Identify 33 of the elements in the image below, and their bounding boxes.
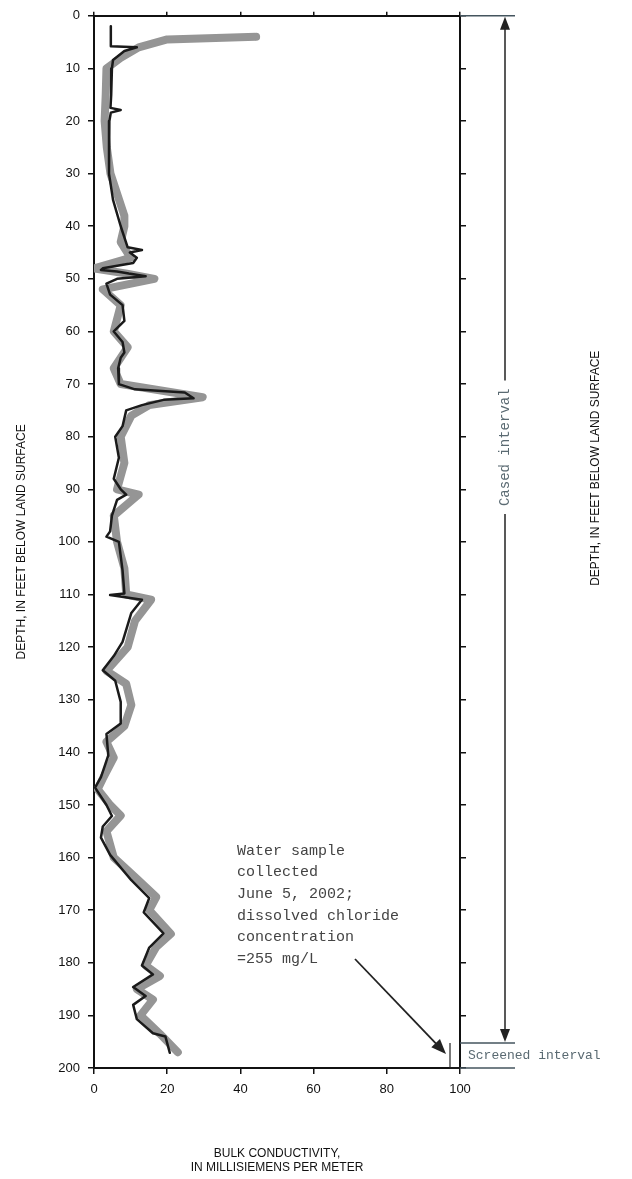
y-tick-label: 40 [65, 217, 80, 233]
x-axis-title: BULK CONDUCTIVITY, IN MILLISIEMENS PER METER [190, 1145, 364, 1175]
y-tick-label: 150 [58, 796, 80, 812]
y-tick-label: 60 [65, 323, 80, 339]
y-tick-label: 80 [65, 428, 80, 444]
y-tick-label: 120 [58, 638, 80, 654]
y-tick-label: 50 [65, 270, 80, 286]
x-tick-label: 100 [449, 1081, 471, 1097]
y-tick-label: 30 [65, 165, 80, 181]
y-tick-label: 110 [59, 586, 80, 602]
y-tick-label: 100 [58, 533, 80, 549]
x-tick-label: 80 [379, 1081, 395, 1097]
y-tick-label: 70 [65, 375, 80, 391]
text: Screened interval [468, 1047, 601, 1063]
x-tick-label: 40 [233, 1081, 248, 1097]
x-tick-label: 0 [90, 1081, 98, 1097]
text: DEPTH, IN FEET BELOW LAND SURFACE [588, 350, 603, 586]
y-tick-label: 130 [58, 691, 80, 707]
y-tick-label: 180 [58, 954, 80, 970]
y-tick-label: 0 [72, 7, 80, 23]
y-axis-title: DEPTH, IN FEET BELOW LAND SURFACE [13, 424, 28, 660]
text: Cased interval [496, 388, 513, 507]
y-tick-label: 10 [65, 59, 80, 75]
y-tick-label: 90 [65, 480, 80, 496]
x-tick-label: 60 [306, 1081, 321, 1097]
y-tick-label: 20 [65, 112, 80, 128]
x-tick-label: 20 [159, 1081, 175, 1097]
annotation: Water sample collected June 5, 2002; dissolved chloride concentration =255 mg/L [237, 842, 400, 968]
y-tick-label: 160 [58, 849, 80, 865]
y-tick-label: 140 [58, 743, 80, 759]
y-tick-label: 190 [58, 1006, 80, 1022]
y-tick-label: 170 [58, 901, 80, 917]
y-tick-label: 200 [58, 1059, 80, 1075]
